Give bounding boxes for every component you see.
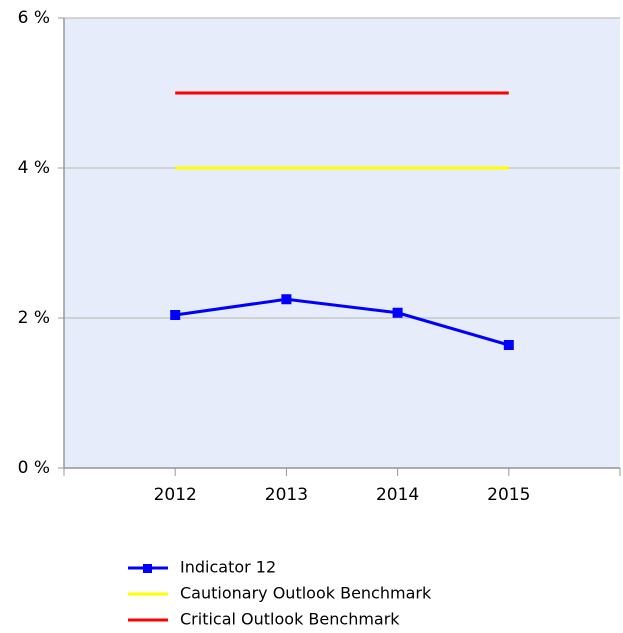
y-tick-label: 2 % [18,308,50,328]
legend-label: Indicator 12 [180,558,276,577]
y-tick-label: 0 % [18,458,50,478]
x-tick-label: 2014 [376,485,419,505]
series-line [174,297,510,347]
x-tick-label: 2015 [487,485,530,505]
point-marker [170,310,181,320]
point-marker [281,294,292,305]
y-tick-label: 6 % [18,8,50,28]
legend-label: Cautionary Outlook Benchmark [180,584,432,603]
y-tick-label: 4 % [18,158,50,178]
x-tick-label: 2012 [154,485,197,505]
point-marker [503,340,514,350]
plot-area [64,18,620,468]
point-marker [392,307,403,318]
legend-marker [143,564,152,573]
x-tick-label: 2013 [265,485,308,505]
legend-label: Critical Outlook Benchmark [180,610,400,629]
